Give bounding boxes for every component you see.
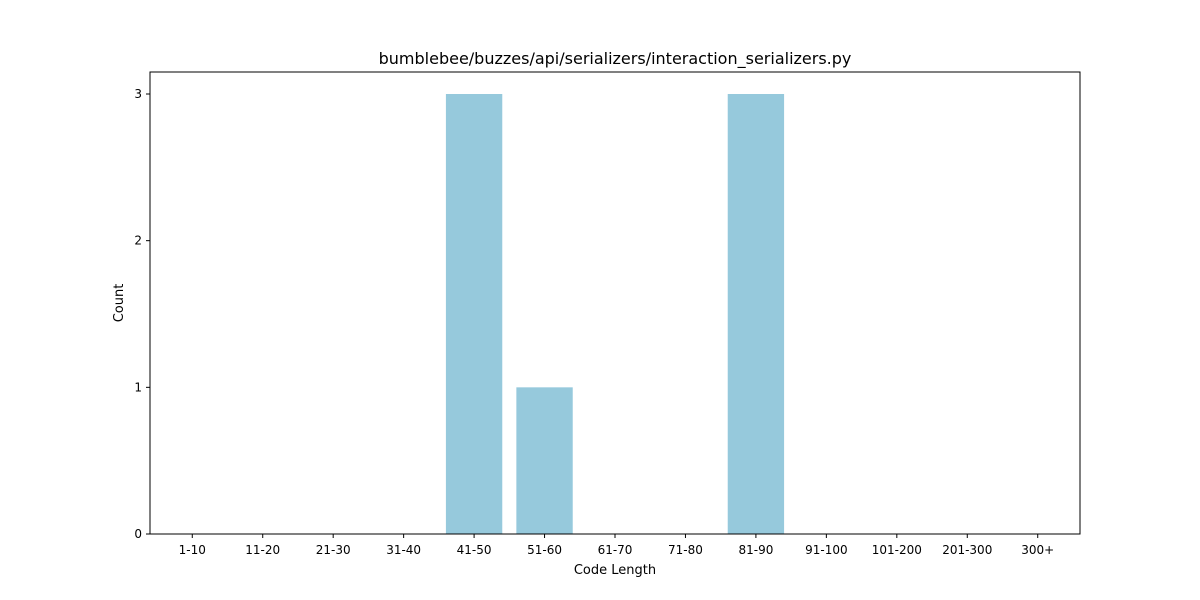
- y-tick-label: 2: [134, 234, 142, 248]
- x-axis-label: Code Length: [574, 563, 656, 578]
- y-axis-label: Count: [112, 284, 127, 323]
- chart-title: bumblebee/buzzes/api/serializers/interac…: [379, 49, 852, 69]
- plot-area-frame: [149, 71, 1081, 535]
- x-axis: 1-10 11-20 21-30 31-40 41-50 51-60 61-70 71-80 8…: [179, 534, 1054, 557]
- x-tick-label: 11-20: [245, 543, 280, 557]
- x-tick-label: 71-80: [668, 543, 703, 557]
- x-tick-label: 61-70: [598, 543, 633, 557]
- x-tick-label: 1-10: [179, 543, 206, 557]
- x-tick-label: 81-90: [738, 543, 773, 557]
- x-tick-label: 31-40: [386, 543, 421, 557]
- x-tick-label: 300+: [1021, 543, 1054, 557]
- y-tick-label: 1: [134, 380, 142, 394]
- x-tick-label: 201-300: [942, 543, 992, 557]
- y-tick-label: 0: [134, 527, 142, 541]
- bar-51-60: [516, 387, 573, 534]
- x-tick-label: 101-200: [872, 543, 922, 557]
- bar-81-90: [727, 94, 785, 534]
- x-tick-label: 21-30: [316, 543, 351, 557]
- x-tick-label: 41-50: [457, 543, 492, 557]
- x-tick-label: 91-100: [805, 543, 848, 557]
- bars-group: [445, 94, 785, 534]
- x-tick-label: 51-60: [527, 543, 562, 557]
- bar-41-50: [445, 94, 503, 534]
- y-tick-label: 3: [134, 87, 142, 101]
- y-axis: 0 1 2 3: [134, 87, 150, 541]
